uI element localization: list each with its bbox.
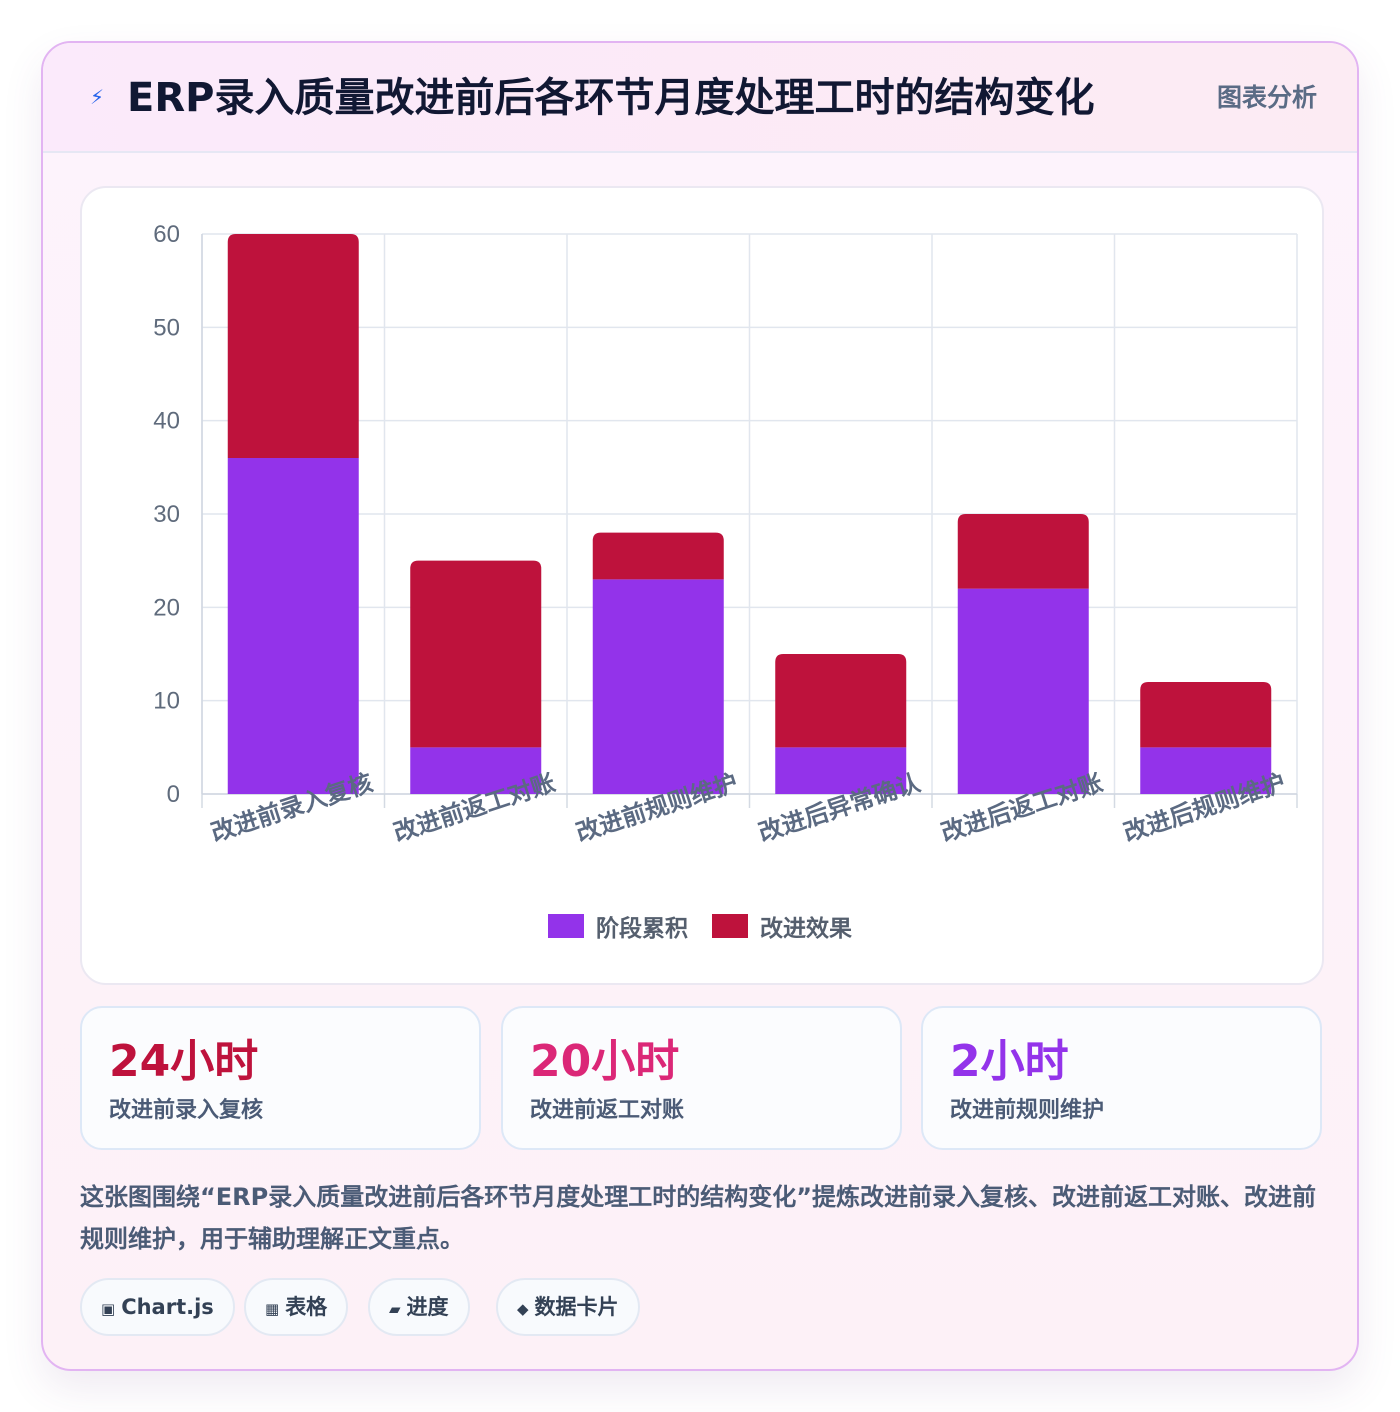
y-tick-label: 30 [153, 501, 180, 528]
table-icon: ▦ [265, 1300, 280, 1318]
chart-panel: 0 10 20 30 40 50 60 改进前录入复核 改进前返工对账 改进前规则维护 改进后异常确… [80, 186, 1324, 985]
tag-label: 数据卡片 [534, 1295, 619, 1319]
page-title: ERP录入质量改进前后各环节月度处理工时的结构变化 [127, 75, 1095, 121]
legend-label: 改进效果 [760, 915, 852, 942]
square-icon: ▣ [101, 1300, 116, 1318]
legend-swatch [712, 914, 748, 938]
legend-label: 阶段累积 [596, 915, 688, 942]
bar-effect [592, 532, 724, 580]
y-tick-label: 10 [153, 688, 180, 715]
bar-effect [957, 514, 1089, 589]
tag-chartjs[interactable]: ▣ Chart.js [80, 1278, 235, 1336]
lightning-icon: ⚡ [89, 85, 105, 109]
stat-value: 2小时 [950, 1036, 1069, 1087]
y-tick-label: 40 [153, 408, 180, 435]
y-tick-label: 50 [153, 314, 180, 341]
progress-icon: ▰ [389, 1300, 401, 1318]
bar-effect [1140, 682, 1272, 748]
chart-card: ⚡ ERP录入质量改进前后各环节月度处理工时的结构变化 图表分析 0 10 20 30… [41, 41, 1359, 1371]
summary-text: 这张图围绕“ERP录入质量改进前后各环节月度处理工时的结构变化”提炼改进前录入复… [80, 1183, 1317, 1253]
bar-effect [410, 560, 542, 748]
tag-label: Chart.js [121, 1295, 214, 1319]
header-badge: 图表分析 [1216, 83, 1317, 112]
tag-label: 表格 [285, 1295, 328, 1319]
stat-label: 改进前规则维护 [950, 1098, 1105, 1123]
y-tick-label: 20 [153, 594, 180, 621]
diamond-icon: ◆ [517, 1300, 529, 1318]
stat-value: 20小时 [530, 1036, 680, 1087]
stat-card-2: 20小时 改进前返工对账 [501, 1006, 902, 1150]
stat-card-1: 24小时 改进前录入复核 [80, 1006, 481, 1150]
stat-cards: 24小时 改进前录入复核 20小时 改进前返工对账 2小时 改进前规则维护 [80, 1006, 1324, 1150]
tag-label: 进度 [406, 1295, 449, 1319]
bar-stage [410, 747, 542, 794]
bar-stage [592, 579, 724, 794]
stat-card-3: 2小时 改进前规则维护 [921, 1006, 1322, 1150]
legend-swatch [548, 914, 584, 938]
card-header: ⚡ ERP录入质量改进前后各环节月度处理工时的结构变化 图表分析 [43, 43, 1357, 153]
y-tick-label: 60 [153, 221, 180, 248]
tag-progress[interactable]: ▰ 进度 [368, 1278, 470, 1336]
bar-stage [957, 588, 1089, 794]
stat-label: 改进前返工对账 [530, 1098, 685, 1123]
bar-stage [775, 747, 907, 794]
bar-stage [227, 458, 359, 794]
stat-value: 24小时 [109, 1036, 259, 1087]
bar-stage [1140, 747, 1272, 794]
stat-label: 改进前录入复核 [109, 1098, 264, 1123]
y-tick-label: 0 [167, 781, 180, 808]
tag-data-card[interactable]: ◆ 数据卡片 [496, 1278, 640, 1336]
bar-effect [775, 654, 907, 748]
bar-effect [227, 234, 359, 458]
tag-table[interactable]: ▦ 表格 [244, 1278, 349, 1336]
